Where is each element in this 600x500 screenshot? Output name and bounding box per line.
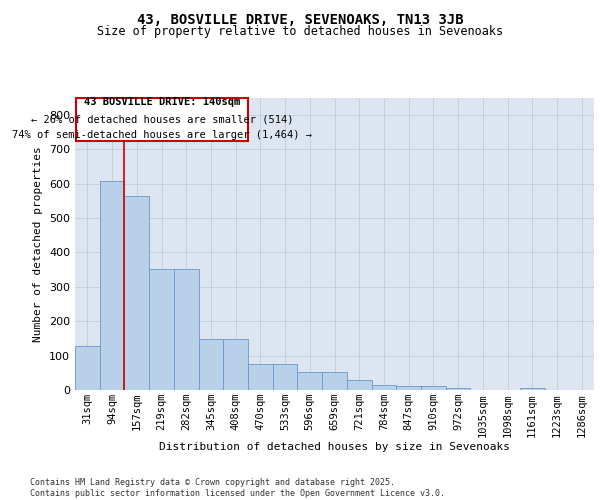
Text: 43, BOSVILLE DRIVE, SEVENOAKS, TN13 3JB: 43, BOSVILLE DRIVE, SEVENOAKS, TN13 3JB	[137, 12, 463, 26]
Bar	[520, 388, 545, 390]
Bar	[124, 196, 149, 390]
Text: Size of property relative to detached houses in Sevenoaks: Size of property relative to detached ho…	[97, 25, 503, 38]
FancyBboxPatch shape	[76, 98, 248, 140]
Bar	[446, 388, 470, 390]
Bar	[100, 181, 124, 390]
Bar	[174, 269, 199, 390]
X-axis label: Distribution of detached houses by size in Sevenoaks: Distribution of detached houses by size …	[159, 442, 510, 452]
Bar	[75, 346, 100, 390]
Text: 74% of semi-detached houses are larger (1,464) →: 74% of semi-detached houses are larger (…	[12, 130, 312, 140]
Text: 43 BOSVILLE DRIVE: 140sqm: 43 BOSVILLE DRIVE: 140sqm	[84, 98, 240, 108]
Text: ← 26% of detached houses are smaller (514): ← 26% of detached houses are smaller (51…	[31, 114, 293, 124]
Text: Contains HM Land Registry data © Crown copyright and database right 2025.
Contai: Contains HM Land Registry data © Crown c…	[30, 478, 445, 498]
Bar	[298, 372, 322, 390]
Bar	[371, 385, 396, 390]
Bar	[149, 268, 174, 390]
Bar	[322, 372, 347, 390]
Bar	[199, 339, 223, 390]
Bar	[347, 380, 371, 390]
Y-axis label: Number of detached properties: Number of detached properties	[34, 146, 43, 342]
Bar	[273, 364, 298, 390]
Bar	[223, 339, 248, 390]
Bar	[396, 386, 421, 390]
Bar	[421, 386, 446, 390]
Bar	[248, 364, 273, 390]
